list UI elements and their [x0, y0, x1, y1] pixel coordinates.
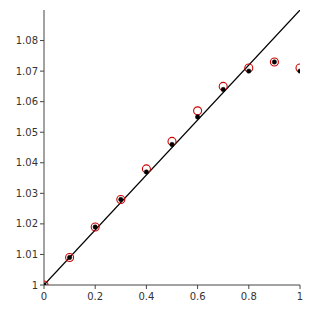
filled-point	[221, 87, 225, 91]
y-tick	[40, 254, 44, 255]
y-axis-line	[44, 10, 45, 285]
y-tick	[40, 193, 44, 194]
y-tick-label: 1.02	[16, 218, 38, 229]
open-point	[91, 223, 99, 231]
filled-point	[298, 69, 300, 73]
y-tick-label: 1.01	[16, 249, 38, 260]
y-tick-label: 1	[32, 280, 38, 291]
y-tick-label: 1.07	[16, 66, 38, 77]
x-tick-label: 0.8	[241, 291, 257, 302]
open-point	[194, 107, 202, 115]
y-tick	[40, 223, 44, 224]
x-tick	[300, 285, 301, 289]
filled-point	[119, 197, 123, 201]
x-tick-label: 0	[41, 291, 47, 302]
x-tick	[44, 285, 45, 289]
filled-point	[170, 142, 174, 146]
x-tick	[146, 285, 147, 289]
open-point	[117, 195, 125, 203]
x-axis-line	[44, 285, 300, 286]
y-tick	[40, 285, 44, 286]
open-point	[270, 58, 278, 66]
y-tick	[40, 132, 44, 133]
y-tick-label: 1.06	[16, 96, 38, 107]
x-tick-label: 0.4	[138, 291, 154, 302]
filled-point	[247, 69, 251, 73]
x-tick	[248, 285, 249, 289]
open-point	[44, 281, 48, 285]
filled-point	[195, 115, 199, 119]
y-tick-label: 1.03	[16, 188, 38, 199]
y-tick	[40, 101, 44, 102]
y-tick	[40, 162, 44, 163]
y-tick-label: 1.05	[16, 127, 38, 138]
x-tick	[197, 285, 198, 289]
filled-point	[93, 225, 97, 229]
filled-point	[44, 283, 46, 285]
y-tick-label: 1.08	[16, 35, 38, 46]
chart: 0 0.2 0.4 0.6 0.8 1 1 1.01 1.02 1.03 1.04 1.05 1.06 1…	[0, 0, 312, 311]
y-tick-label: 1.04	[16, 157, 38, 168]
y-tick	[40, 40, 44, 41]
diagonal-line	[44, 10, 300, 285]
x-tick	[95, 285, 96, 289]
marks	[44, 10, 300, 285]
filled-point	[67, 255, 71, 259]
x-tick-label: 0.6	[190, 291, 206, 302]
y-tick	[40, 71, 44, 72]
axes: 0 0.2 0.4 0.6 0.8 1 1 1.01 1.02 1.03 1.04 1.05 1.06 1…	[16, 10, 303, 302]
open-point	[66, 254, 74, 262]
filled-point	[272, 60, 276, 64]
x-tick-label: 1	[297, 291, 303, 302]
x-tick-label: 0.2	[87, 291, 103, 302]
filled-point	[144, 170, 148, 174]
